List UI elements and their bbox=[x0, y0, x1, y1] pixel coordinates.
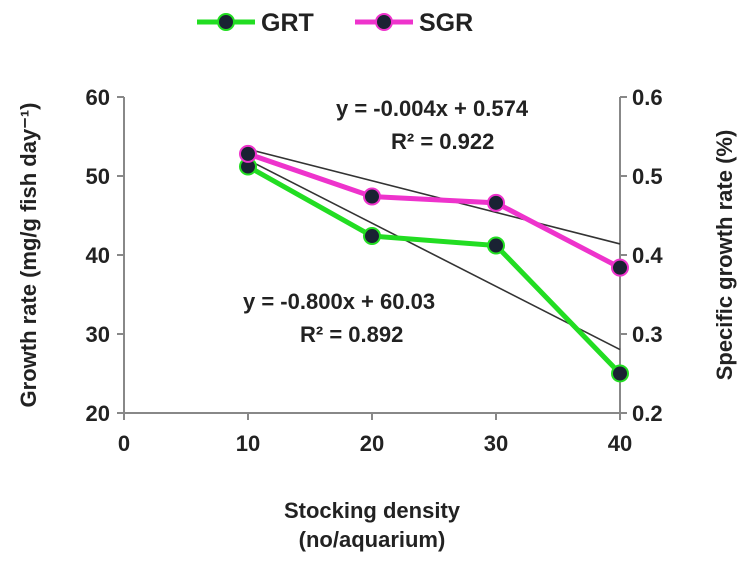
data-point-sgr bbox=[611, 258, 629, 277]
r2-sgr: R² = 0.922 bbox=[391, 129, 494, 154]
series-points-grt bbox=[239, 157, 629, 383]
series-line-sgr bbox=[247, 151, 622, 270]
x-tick-label: 0 bbox=[118, 431, 130, 456]
x-tick-label: 20 bbox=[360, 431, 384, 456]
legend-label-sgr: SGR bbox=[419, 9, 473, 37]
x-tick-label: 40 bbox=[608, 431, 632, 456]
data-point-grt bbox=[363, 227, 381, 246]
x-axis-ticks: 0 10 20 30 40 bbox=[118, 413, 632, 456]
data-point-sgr bbox=[239, 144, 257, 163]
equation-sgr: y = -0.004x + 0.574 bbox=[336, 96, 529, 121]
left-tick-label: 50 bbox=[86, 164, 110, 189]
y-axis-title-left: Growth rate (mg/g fish day⁻¹) bbox=[16, 103, 41, 408]
trendline-sgr bbox=[247, 148, 621, 245]
left-tick-label: 20 bbox=[86, 401, 110, 426]
x-tick-label: 10 bbox=[236, 431, 260, 456]
left-tick-label: 40 bbox=[86, 243, 110, 268]
series-line-grt bbox=[246, 164, 622, 376]
x-axis-title-line1: Stocking density bbox=[284, 498, 461, 523]
right-tick-label: 0.2 bbox=[632, 401, 663, 426]
plot-area bbox=[123, 97, 621, 414]
legend-label-grt: GRT bbox=[261, 9, 314, 37]
trendline-grt bbox=[247, 159, 621, 351]
left-tick-label: 30 bbox=[86, 322, 110, 347]
data-point-sgr bbox=[487, 193, 505, 212]
legend: GRT SGR bbox=[197, 9, 473, 37]
left-axis-ticks: 20 30 40 50 60 bbox=[86, 85, 124, 426]
legend-marker-grt bbox=[217, 13, 235, 31]
x-tick-label: 30 bbox=[484, 431, 508, 456]
data-point-grt bbox=[487, 236, 505, 255]
legend-marker-sgr bbox=[375, 13, 393, 31]
data-point-grt bbox=[611, 364, 629, 383]
series-points-sgr bbox=[239, 144, 629, 277]
left-tick-label: 60 bbox=[86, 85, 110, 110]
x-axis-title-line2: (no/aquarium) bbox=[299, 527, 446, 552]
right-tick-label: 0.5 bbox=[632, 164, 663, 189]
right-tick-label: 0.3 bbox=[632, 322, 663, 347]
y-axis-title-right: Specific growth rate (%) bbox=[712, 130, 737, 381]
right-tick-label: 0.6 bbox=[632, 85, 663, 110]
equation-grt: y = -0.800x + 60.03 bbox=[243, 289, 435, 314]
right-tick-label: 0.4 bbox=[632, 243, 663, 268]
right-axis-ticks: 0.2 0.3 0.4 0.5 0.6 bbox=[620, 85, 663, 426]
data-point-sgr bbox=[363, 187, 381, 206]
r2-grt: R² = 0.892 bbox=[300, 322, 403, 347]
